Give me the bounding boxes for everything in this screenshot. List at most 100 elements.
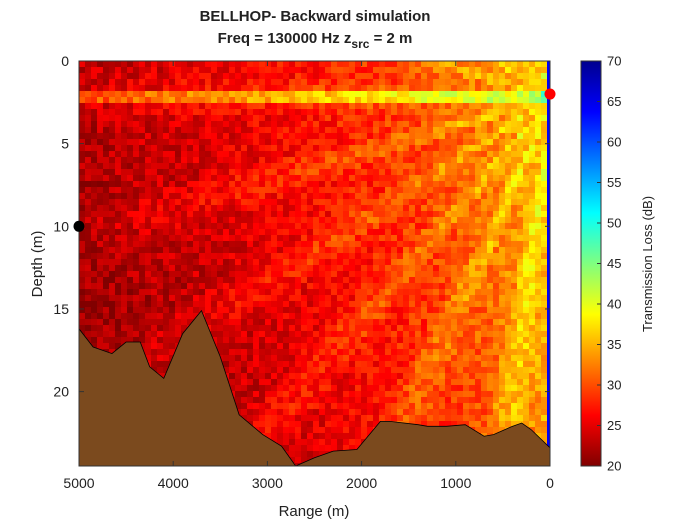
field-cell <box>145 223 151 229</box>
field-cell <box>385 319 391 325</box>
field-cell <box>469 259 475 265</box>
field-cell <box>511 121 517 127</box>
field-cell <box>169 103 175 109</box>
field-cell <box>409 277 415 283</box>
field-cell <box>313 355 319 361</box>
field-cell <box>511 217 517 223</box>
field-cell <box>199 61 205 67</box>
field-cell <box>319 277 325 283</box>
field-cell <box>193 313 199 319</box>
field-cell <box>151 349 157 355</box>
field-cell <box>121 61 127 67</box>
field-cell <box>463 373 469 379</box>
field-cell <box>493 373 499 379</box>
field-cell <box>265 247 271 253</box>
field-cell <box>451 253 457 259</box>
field-cell <box>349 271 355 277</box>
field-cell <box>319 127 325 133</box>
field-cell <box>157 181 163 187</box>
field-cell <box>487 415 493 421</box>
field-cell <box>403 61 409 67</box>
field-cell <box>391 97 397 103</box>
field-cell <box>385 181 391 187</box>
field-cell <box>361 199 367 205</box>
field-cell <box>217 211 223 217</box>
field-cell <box>505 325 511 331</box>
field-cell <box>481 169 487 175</box>
field-cell <box>295 295 301 301</box>
field-cell <box>457 325 463 331</box>
field-cell <box>475 85 481 91</box>
field-cell <box>121 265 127 271</box>
field-cell <box>469 139 475 145</box>
field-cell <box>277 289 283 295</box>
field-cell <box>331 379 337 385</box>
field-cell <box>409 415 415 421</box>
field-cell <box>397 217 403 223</box>
field-cell <box>439 373 445 379</box>
field-cell <box>439 235 445 241</box>
field-cell <box>289 85 295 91</box>
field-cell <box>127 289 133 295</box>
field-cell <box>373 277 379 283</box>
field-cell <box>151 169 157 175</box>
field-cell <box>343 403 349 409</box>
field-cell <box>427 415 433 421</box>
field-cell <box>445 241 451 247</box>
field-cell <box>343 235 349 241</box>
field-cell <box>511 97 517 103</box>
field-cell <box>313 235 319 241</box>
field-cell <box>91 253 97 259</box>
field-cell <box>481 277 487 283</box>
field-cell <box>409 409 415 415</box>
field-cell <box>367 349 373 355</box>
field-cell <box>145 325 151 331</box>
field-cell <box>295 97 301 103</box>
field-cell <box>199 85 205 91</box>
field-cell <box>325 127 331 133</box>
field-cell <box>271 331 277 337</box>
field-cell <box>301 199 307 205</box>
field-cell <box>199 289 205 295</box>
field-cell <box>241 259 247 265</box>
field-cell <box>241 295 247 301</box>
field-cell <box>481 163 487 169</box>
field-cell <box>397 199 403 205</box>
field-cell <box>145 229 151 235</box>
field-cell <box>391 235 397 241</box>
field-cell <box>295 199 301 205</box>
field-cell <box>241 241 247 247</box>
field-cell <box>211 289 217 295</box>
field-cell <box>295 67 301 73</box>
field-cell <box>139 205 145 211</box>
field-cell <box>463 403 469 409</box>
field-cell <box>493 427 499 433</box>
field-cell <box>139 151 145 157</box>
field-cell <box>79 325 85 331</box>
field-cell <box>319 151 325 157</box>
field-cell <box>373 73 379 79</box>
field-cell <box>499 337 505 343</box>
field-cell <box>271 325 277 331</box>
field-cell <box>223 307 229 313</box>
field-cell <box>265 127 271 133</box>
field-cell <box>355 97 361 103</box>
field-cell <box>391 139 397 145</box>
field-cell <box>211 205 217 211</box>
field-cell <box>517 181 523 187</box>
field-cell <box>481 337 487 343</box>
field-cell <box>511 73 517 79</box>
field-cell <box>343 427 349 433</box>
field-cell <box>361 109 367 115</box>
field-cell <box>217 337 223 343</box>
field-cell <box>115 331 121 337</box>
field-cell <box>337 259 343 265</box>
field-cell <box>151 115 157 121</box>
field-cell <box>511 355 517 361</box>
field-cell <box>217 349 223 355</box>
field-cell <box>391 349 397 355</box>
field-cell <box>145 295 151 301</box>
field-cell <box>445 283 451 289</box>
field-cell <box>331 403 337 409</box>
field-cell <box>505 193 511 199</box>
